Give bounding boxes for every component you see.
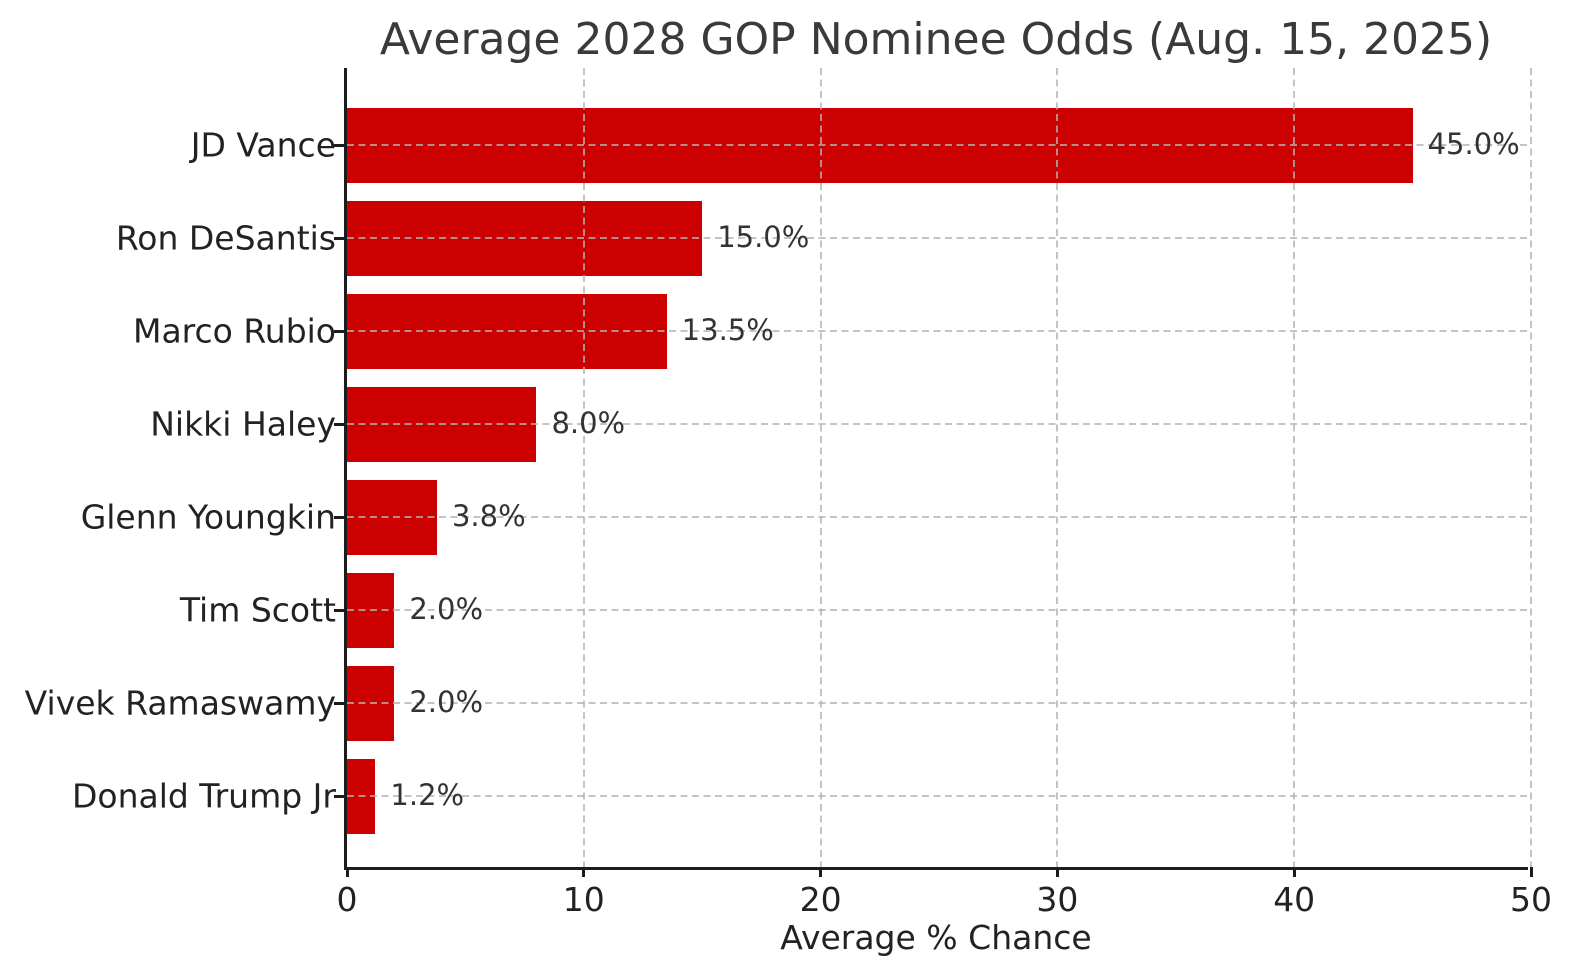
x-tick-label: 20: [799, 880, 842, 919]
bar-value-label: 8.0%: [551, 406, 626, 441]
bar-value-label: 3.8%: [451, 499, 526, 534]
v-gridline: [582, 68, 585, 867]
x-axis-tick: [1292, 867, 1296, 877]
h-gridline: [347, 702, 1528, 705]
category-label: Donald Trump Jr: [71, 776, 336, 816]
v-gridline: [819, 68, 822, 867]
x-tick-label: 10: [562, 880, 605, 919]
chart-title: Average 2028 GOP Nominee Odds (Aug. 15, …: [379, 14, 1493, 65]
h-gridline: [347, 144, 1528, 146]
x-axis-tick: [1529, 867, 1533, 877]
h-gridline: [347, 795, 1528, 798]
x-tick-label: 30: [1036, 880, 1079, 919]
category-label: Marco Rubio: [132, 311, 336, 351]
v-gridline: [1293, 68, 1296, 867]
category-label: Tim Scott: [179, 590, 336, 630]
bar-value-label: 2.0%: [409, 592, 484, 627]
category-label: Glenn Youngkin: [80, 497, 336, 537]
bar-value-label: 45.0%: [1427, 126, 1520, 161]
y-axis-tick: [334, 701, 344, 705]
bar-value-label: 2.0%: [409, 685, 484, 720]
h-gridline: [347, 237, 1528, 240]
bar-value-label: 1.2%: [390, 778, 465, 813]
h-gridline: [347, 516, 1528, 519]
x-axis-tick: [582, 867, 586, 877]
x-tick-label: 40: [1273, 880, 1316, 919]
y-axis-tick: [334, 794, 344, 798]
h-gridline: [347, 423, 1528, 426]
y-axis-tick: [334, 422, 344, 426]
y-axis-tick: [334, 515, 344, 519]
category-label: Ron DeSantis: [115, 218, 336, 258]
category-label: JD Vance: [190, 125, 336, 165]
bar-value-label: 13.5%: [681, 313, 774, 348]
h-gridline: [347, 609, 1528, 612]
v-gridline: [1056, 68, 1059, 867]
x-axis-tick: [819, 867, 823, 877]
bar-value-label: 15.0%: [717, 219, 810, 254]
x-axis-tick: [345, 867, 349, 877]
x-tick-label: 0: [336, 880, 358, 919]
y-axis-tick: [334, 236, 344, 240]
y-axis-tick: [334, 608, 344, 612]
x-axis-tick: [1055, 867, 1059, 877]
x-axis-label: Average % Chance: [780, 918, 1092, 957]
plot-area: 0 10 20 30 40 50 JD Vance 45.0% Ron DeSantis 15.0…: [25, 68, 1552, 916]
h-gridline: [347, 330, 1528, 333]
category-label: Nikki Haley: [150, 404, 336, 444]
y-axis-tick: [334, 329, 344, 333]
y-axis-tick: [334, 143, 344, 147]
category-label: Vivek Ramaswamy: [24, 683, 336, 723]
x-tick-label: 50: [1510, 880, 1552, 919]
v-gridline: [1530, 68, 1532, 867]
